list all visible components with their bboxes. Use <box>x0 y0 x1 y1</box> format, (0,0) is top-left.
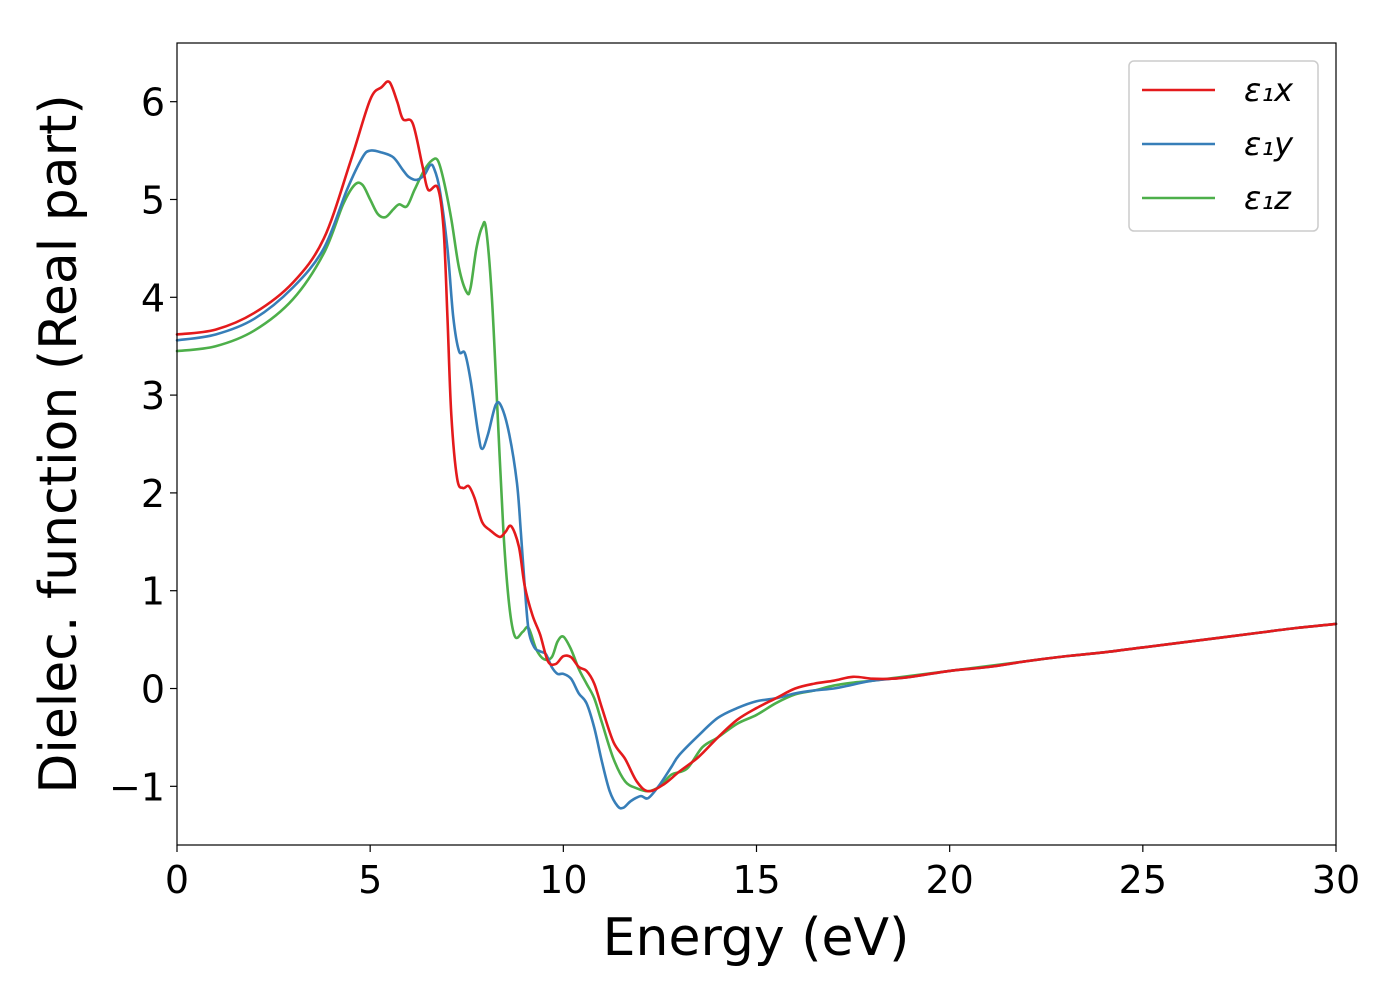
legend-label-2: ε₁y <box>1244 125 1294 163</box>
x-axis-label: Energy (eV) <box>603 908 910 968</box>
y-tick-label: 6 <box>141 81 165 125</box>
y-axis: −1 0 1 2 3 4 5 6 <box>109 81 177 809</box>
y-tick-label: 4 <box>141 276 165 320</box>
x-axis: 0 5 10 15 20 25 30 <box>165 845 1360 902</box>
y-tick-label: 1 <box>141 570 165 614</box>
y-tick-label: 5 <box>141 178 165 222</box>
x-tick-label: 25 <box>1119 858 1167 902</box>
series-line-2 <box>175 149 1338 810</box>
series-layer <box>175 80 1338 810</box>
y-tick-label: 2 <box>141 472 165 516</box>
x-tick-label: 5 <box>358 858 382 902</box>
x-tick-label: 0 <box>165 858 189 902</box>
x-tick-label: 30 <box>1312 858 1360 902</box>
legend: ε₁x ε₁y ε₁z <box>1128 60 1319 232</box>
x-tick-label: 15 <box>732 858 780 902</box>
legend-box <box>1128 60 1319 232</box>
x-tick-label: 20 <box>925 858 973 902</box>
y-tick-label: 3 <box>141 374 165 418</box>
legend-label-1: ε₁x <box>1244 71 1294 109</box>
series-line-1 <box>175 80 1338 793</box>
y-tick-label: 0 <box>141 668 165 712</box>
x-tick-label: 10 <box>539 858 587 902</box>
legend-label-3: ε₁z <box>1244 179 1292 217</box>
y-tick-label: −1 <box>109 765 165 809</box>
y-axis-label: Dielec. function (Real part) <box>29 94 89 793</box>
